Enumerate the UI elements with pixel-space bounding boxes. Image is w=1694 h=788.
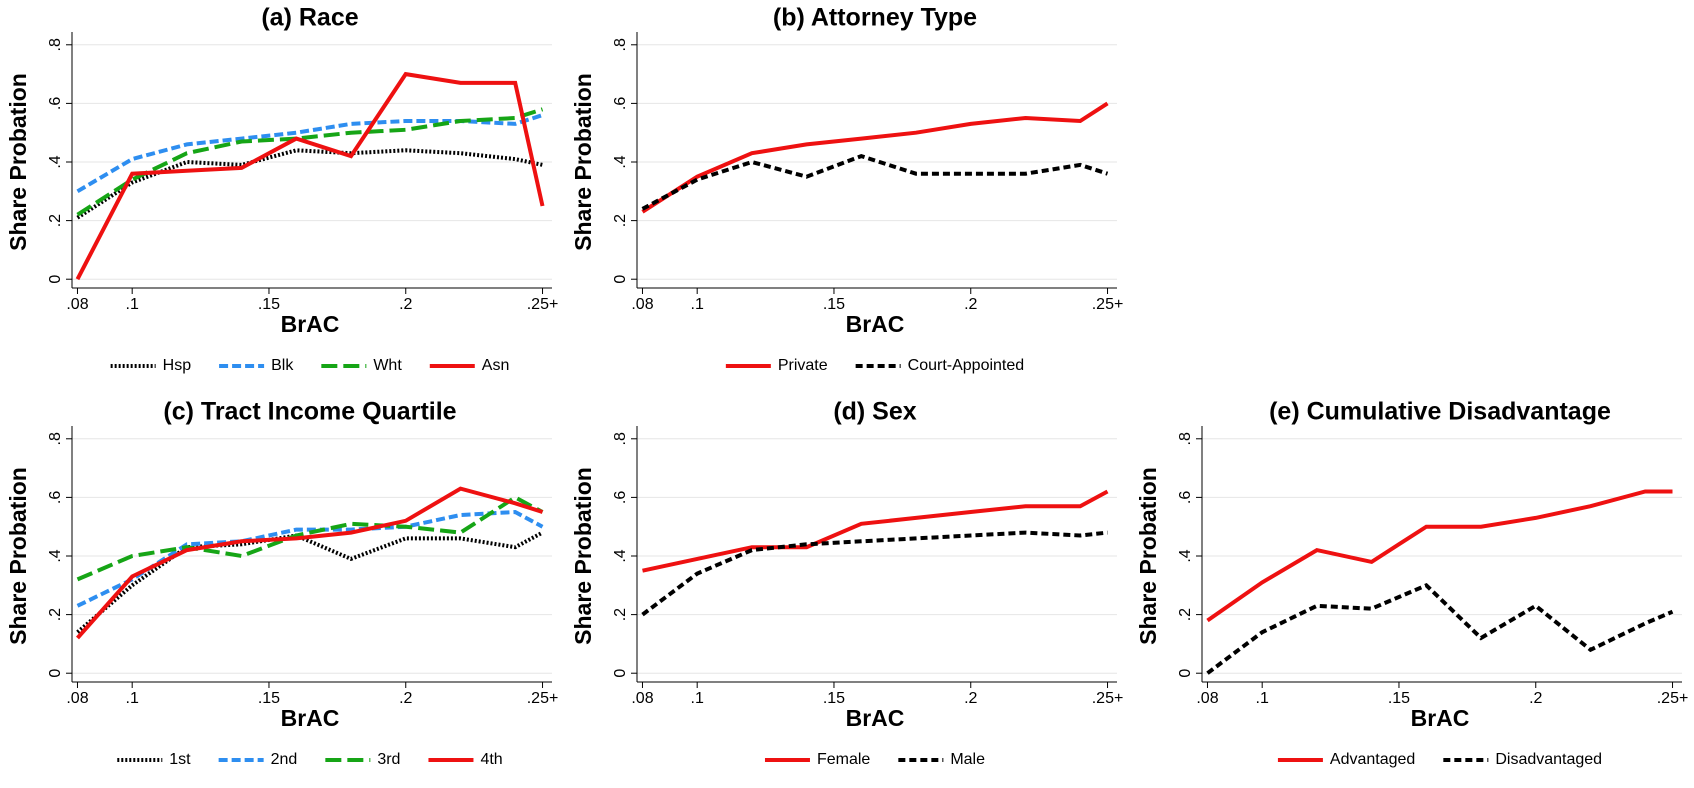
- legend-label: Female: [817, 751, 870, 768]
- y-tick-label: .4: [612, 155, 629, 168]
- y-tick-label: .2: [612, 214, 629, 227]
- y-tick-label: 0: [612, 669, 629, 678]
- x-axis-label: BrAC: [846, 705, 905, 731]
- y-tick-label: .8: [612, 432, 629, 445]
- y-tick-label: .8: [47, 432, 64, 445]
- chart-title: (c) Tract Income Quartile: [163, 398, 456, 426]
- y-tick-label: .4: [47, 155, 64, 168]
- series-line: [641, 153, 1109, 211]
- x-tick-label: .15: [1388, 690, 1410, 707]
- y-tick-label: 0: [1177, 669, 1194, 678]
- series-line: [76, 495, 544, 582]
- series-line: [1206, 489, 1673, 623]
- y-tick-label: .6: [612, 97, 629, 110]
- y-axis-label: Share Probation: [5, 467, 31, 645]
- y-tick-label: 0: [47, 669, 64, 678]
- x-tick-label: .08: [631, 296, 653, 313]
- chart-title: (a) Race: [261, 4, 358, 32]
- x-tick-label: .25+: [1092, 690, 1124, 707]
- y-tick-label: 0: [47, 275, 64, 284]
- series-line: [75, 71, 545, 281]
- legend-label: Male: [950, 751, 985, 768]
- y-axis-label: Share Probation: [570, 467, 596, 645]
- series-line: [1206, 582, 1674, 675]
- legend: 1st 2nd 3rd 4th: [117, 751, 503, 768]
- x-tick-label: .08: [66, 690, 88, 707]
- legend-label: Asn: [482, 357, 510, 374]
- y-axis-label: Share Probation: [1135, 467, 1161, 645]
- legend: Hsp Blk Wht Asn: [110, 357, 510, 374]
- x-axis-label: BrAC: [846, 311, 905, 337]
- x-tick-label: .2: [399, 296, 412, 313]
- legend-label: Disadvantaged: [1495, 751, 1602, 768]
- y-tick-label: .8: [47, 38, 64, 51]
- x-tick-label: .25+: [527, 690, 559, 707]
- chart-title: (e) Cumulative Disadvantage: [1269, 398, 1611, 426]
- x-tick-label: .15: [258, 296, 280, 313]
- legend-label: Court-Appointed: [908, 357, 1025, 374]
- x-tick-label: .2: [1529, 690, 1542, 707]
- legend-label: Advantaged: [1330, 751, 1415, 768]
- y-axis-label: Share Probation: [5, 73, 31, 251]
- x-tick-label: .15: [823, 296, 845, 313]
- x-tick-label: .1: [126, 690, 139, 707]
- y-tick-label: .2: [612, 608, 629, 621]
- x-tick-label: .15: [823, 690, 845, 707]
- y-tick-label: .8: [612, 38, 629, 51]
- y-tick-label: 0: [612, 275, 629, 284]
- x-axis-label: BrAC: [281, 705, 340, 731]
- x-tick-label: .1: [691, 690, 704, 707]
- series-line: [76, 530, 544, 634]
- x-tick-label: .25+: [1657, 690, 1689, 707]
- y-tick-label: .2: [1177, 608, 1194, 621]
- series-line: [642, 489, 1109, 573]
- legend-label: 1st: [169, 751, 191, 768]
- legend-label: Private: [778, 357, 828, 374]
- chart-title: (d) Sex: [833, 398, 916, 426]
- y-tick-label: .6: [47, 97, 64, 110]
- legend-label: 2nd: [271, 751, 298, 768]
- x-tick-label: .2: [964, 296, 977, 313]
- legend-label: Hsp: [163, 357, 192, 374]
- series-line: [76, 113, 544, 194]
- y-axis-label: Share Probation: [570, 73, 596, 251]
- x-tick-label: .2: [964, 690, 977, 707]
- x-tick-label: .25+: [1092, 296, 1124, 313]
- x-tick-label: .1: [126, 296, 139, 313]
- legend-label: 3rd: [377, 751, 400, 768]
- legend-label: Blk: [271, 357, 294, 374]
- y-tick-label: .6: [612, 491, 629, 504]
- y-tick-label: .4: [1177, 549, 1194, 562]
- x-tick-label: .1: [1256, 690, 1269, 707]
- y-tick-label: .4: [612, 549, 629, 562]
- y-tick-label: .2: [47, 608, 64, 621]
- x-tick-label: .2: [399, 690, 412, 707]
- x-tick-label: .08: [1196, 690, 1218, 707]
- x-axis-label: BrAC: [1411, 705, 1470, 731]
- y-tick-label: .2: [47, 214, 64, 227]
- legend: Private Court-Appointed: [725, 357, 1025, 374]
- legend: Female Male: [764, 751, 985, 768]
- y-tick-label: .6: [47, 491, 64, 504]
- x-axis-label: BrAC: [281, 311, 340, 337]
- x-tick-label: .08: [66, 296, 88, 313]
- x-tick-label: .15: [258, 690, 280, 707]
- y-tick-label: .8: [1177, 432, 1194, 445]
- legend: Advantaged Disadvantaged: [1277, 751, 1602, 768]
- x-tick-label: .25+: [527, 296, 559, 313]
- series-line: [641, 530, 1108, 617]
- y-tick-label: .6: [1177, 491, 1194, 504]
- x-tick-label: .1: [691, 296, 704, 313]
- chart-title: (b) Attorney Type: [773, 4, 977, 32]
- series-line: [76, 486, 544, 640]
- legend-label: Wht: [373, 357, 402, 374]
- series-line: [641, 101, 1109, 214]
- series-line: [76, 148, 543, 220]
- legend-label: 4th: [480, 751, 502, 768]
- y-tick-label: .4: [47, 549, 64, 562]
- x-tick-label: .08: [631, 690, 653, 707]
- series-line: [76, 107, 544, 217]
